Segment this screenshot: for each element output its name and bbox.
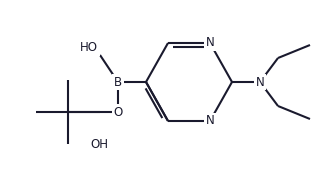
Text: B: B bbox=[114, 75, 122, 88]
Text: O: O bbox=[113, 105, 123, 119]
Text: N: N bbox=[256, 75, 264, 88]
Text: N: N bbox=[206, 36, 215, 50]
Text: N: N bbox=[206, 115, 215, 128]
Text: HO: HO bbox=[80, 41, 98, 54]
Text: OH: OH bbox=[90, 138, 108, 150]
